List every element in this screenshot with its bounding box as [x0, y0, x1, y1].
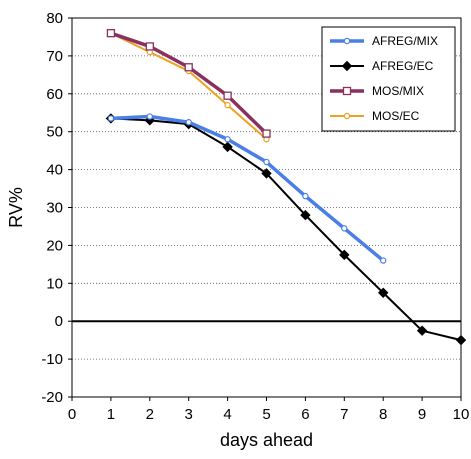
data-point	[185, 119, 192, 126]
legend-label: MOS/MIX	[372, 84, 424, 98]
x-tick-label: 4	[223, 406, 231, 423]
data-point	[302, 192, 309, 200]
legend-marker	[343, 112, 351, 120]
data-point	[416, 325, 428, 336]
y-tick-label: 50	[46, 124, 63, 141]
y-axis-ticks: -20 -10 0 10 20 30 40 50 60 70 80	[41, 10, 72, 406]
y-tick-label: 80	[46, 10, 63, 27]
legend-entry: MOS/EC	[330, 109, 420, 123]
y-tick-label: 60	[46, 86, 63, 103]
data-point	[262, 129, 271, 138]
y-tick-label: -10	[41, 351, 63, 368]
x-tick-label: 1	[107, 406, 115, 423]
x-tick-label: 7	[340, 406, 348, 423]
x-tick-label: 0	[68, 406, 76, 423]
data-point	[377, 287, 389, 298]
x-tick-label: 5	[262, 406, 270, 423]
y-tick-label: 0	[55, 313, 63, 330]
series-afreg-mix	[107, 113, 387, 264]
y-tick-label: 10	[46, 275, 63, 292]
x-axis-ticks: 0 1 2 3 4 5 6 7 8 9 10	[68, 397, 470, 423]
series-mos-mix	[106, 29, 271, 138]
x-tick-label: 8	[379, 406, 387, 423]
x-axis-label: days ahead	[220, 430, 313, 450]
data-point	[341, 225, 348, 232]
data-point	[263, 158, 270, 166]
y-tick-label: -20	[41, 389, 63, 406]
legend-label: MOS/EC	[372, 109, 420, 123]
data-point	[339, 249, 350, 261]
legend-entry: AFREG/EC	[330, 59, 434, 73]
x-tick-label: 10	[453, 406, 470, 423]
x-tick-label: 6	[301, 406, 309, 423]
data-point	[223, 91, 232, 100]
y-tick-label: 30	[46, 200, 63, 217]
data-point	[300, 209, 311, 221]
legend-entry: AFREG/MIX	[330, 34, 438, 48]
x-tick-label: 2	[146, 406, 154, 423]
data-point	[380, 257, 387, 264]
data-point	[184, 63, 193, 72]
legend-marker	[342, 86, 352, 96]
series-afreg-ec	[105, 113, 467, 346]
x-tick-label: 9	[418, 406, 426, 423]
legend-marker	[341, 60, 353, 72]
data-point	[146, 113, 153, 120]
series-line	[110, 117, 462, 342]
legend-entry: MOS/MIX	[330, 84, 424, 98]
legend-marker	[343, 37, 351, 45]
data-point	[224, 101, 231, 109]
y-tick-label: 40	[46, 162, 63, 179]
y-tick-label: 20	[46, 237, 63, 254]
y-axis-label: RV%	[6, 187, 26, 228]
x-tick-label: 3	[185, 406, 193, 423]
legend-box	[321, 26, 456, 132]
data-point	[261, 168, 272, 179]
data-point	[106, 29, 116, 38]
series-group	[105, 29, 467, 346]
series-line	[110, 114, 385, 262]
data-point	[145, 42, 154, 51]
data-point	[222, 141, 233, 153]
data-point	[224, 136, 231, 143]
y-tick-label: 70	[46, 48, 63, 65]
data-point	[107, 115, 115, 122]
legend: AFREG/MIX AFREG/EC MOS/MIX MOS/EC	[321, 26, 456, 132]
legend-label: AFREG/MIX	[372, 34, 438, 48]
legend-label: AFREG/EC	[372, 59, 434, 73]
